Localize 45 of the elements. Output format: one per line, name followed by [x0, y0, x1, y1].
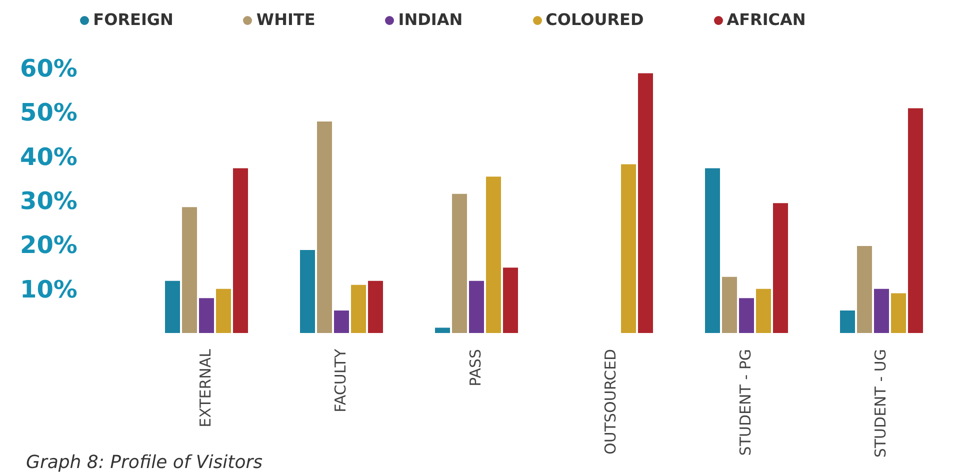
x-tick-label: STUDENT - UG — [872, 349, 890, 458]
bar — [857, 246, 872, 333]
bar — [840, 310, 855, 333]
legend-label: FOREIGN — [93, 10, 174, 29]
bar — [165, 280, 180, 333]
bar — [756, 288, 771, 333]
bar — [182, 207, 197, 333]
legend-label: COLOURED — [546, 10, 644, 29]
caption: Graph 8: Profile of Visitors — [26, 452, 262, 473]
y-tick-label: 40% — [20, 142, 78, 171]
bar — [452, 194, 467, 333]
bar — [739, 298, 754, 333]
legend-label: INDIAN — [398, 10, 463, 29]
bar — [199, 298, 214, 333]
bar — [874, 288, 889, 333]
legend-label: AFRICAN — [726, 10, 806, 29]
bar — [705, 168, 720, 333]
bar — [233, 168, 248, 333]
x-tick-label: PASS — [466, 349, 484, 386]
bar — [469, 280, 484, 333]
bar — [503, 268, 518, 333]
bar — [486, 176, 501, 333]
bar — [435, 328, 450, 333]
bar — [891, 293, 906, 333]
y-tick-label: 20% — [20, 231, 78, 260]
bar — [621, 164, 636, 333]
bar — [722, 276, 737, 333]
bar — [216, 288, 231, 333]
y-tick-label: 50% — [20, 98, 78, 127]
x-tick-label: FACULTY — [332, 348, 350, 412]
x-tick-label: OUTSOURCED — [602, 349, 620, 454]
bar — [773, 203, 788, 333]
x-tick-label: STUDENT - PG — [736, 349, 754, 456]
x-tick-label: EXTERNAL — [196, 348, 214, 428]
bar — [300, 250, 315, 333]
y-tick-label: 10% — [20, 275, 78, 304]
bar — [368, 280, 383, 333]
legend-label: WHITE — [256, 10, 316, 29]
bar — [334, 310, 349, 333]
bar — [908, 108, 923, 333]
bar — [638, 73, 653, 333]
bar — [317, 121, 332, 333]
y-tick-label: 30% — [20, 187, 78, 216]
bar — [351, 284, 366, 333]
y-tick-label: 60% — [20, 54, 78, 83]
